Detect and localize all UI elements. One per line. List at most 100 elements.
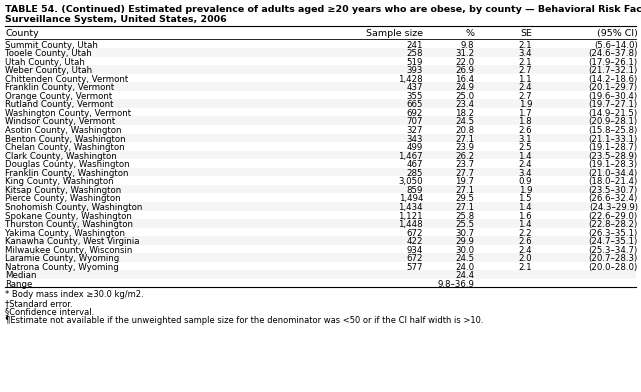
Text: 2.6: 2.6 — [519, 126, 532, 135]
Text: Range: Range — [5, 280, 33, 289]
Text: 1.4: 1.4 — [519, 203, 532, 212]
Text: 519: 519 — [406, 58, 423, 67]
Bar — [5, 168, 636, 176]
Text: (21.1–33.1): (21.1–33.1) — [588, 134, 638, 143]
Text: 2.1: 2.1 — [519, 40, 532, 49]
Text: 672: 672 — [406, 254, 423, 263]
Text: 25.0: 25.0 — [455, 92, 474, 101]
Bar — [5, 219, 636, 228]
Text: Windsor County, Vermont: Windsor County, Vermont — [5, 118, 115, 127]
Text: Benton County, Washington: Benton County, Washington — [5, 134, 126, 143]
Text: Douglas County, Washington: Douglas County, Washington — [5, 160, 129, 169]
Text: 1.4: 1.4 — [519, 220, 532, 229]
Text: 1,434: 1,434 — [399, 203, 423, 212]
Text: 27.1: 27.1 — [455, 203, 474, 212]
Text: 1.4: 1.4 — [519, 152, 532, 161]
Text: 285: 285 — [406, 169, 423, 178]
Text: 19.7: 19.7 — [455, 177, 474, 186]
Bar — [5, 270, 636, 279]
Text: Summit County, Utah: Summit County, Utah — [5, 40, 98, 49]
Text: 3.1: 3.1 — [519, 134, 532, 143]
Text: 3.4: 3.4 — [519, 169, 532, 178]
Text: 467: 467 — [406, 160, 423, 169]
Text: 3.4: 3.4 — [519, 49, 532, 58]
Text: 258: 258 — [406, 49, 423, 58]
Text: 2.2: 2.2 — [519, 229, 532, 238]
Text: (19.7–27.1): (19.7–27.1) — [588, 100, 638, 109]
Text: 26.2: 26.2 — [455, 152, 474, 161]
Text: 1,494: 1,494 — [399, 194, 423, 203]
Text: (26.3–35.1): (26.3–35.1) — [588, 229, 638, 238]
Text: (20.1–29.7): (20.1–29.7) — [588, 83, 638, 92]
Text: (19.6–30.4): (19.6–30.4) — [588, 92, 638, 101]
Text: Spokane County, Washington: Spokane County, Washington — [5, 212, 132, 221]
Text: 30.0: 30.0 — [455, 246, 474, 255]
Text: (24.7–35.1): (24.7–35.1) — [588, 237, 638, 246]
Text: 934: 934 — [406, 246, 423, 255]
Text: (23.5–30.7): (23.5–30.7) — [588, 186, 638, 195]
Text: 577: 577 — [406, 263, 423, 272]
Text: Tooele County, Utah: Tooele County, Utah — [5, 49, 92, 58]
Text: Surveillance System, United States, 2006: Surveillance System, United States, 2006 — [5, 15, 227, 24]
Text: (20.0–28.0): (20.0–28.0) — [588, 263, 638, 272]
Text: 672: 672 — [406, 229, 423, 238]
Text: (14.9–21.5): (14.9–21.5) — [588, 109, 638, 118]
Bar — [5, 134, 636, 142]
Text: Thurston County, Washington: Thurston County, Washington — [5, 220, 133, 229]
Text: (23.5–28.9): (23.5–28.9) — [588, 152, 638, 161]
Text: 27.7: 27.7 — [455, 169, 474, 178]
Text: Yakima County, Washington: Yakima County, Washington — [5, 229, 125, 238]
Text: Rutland County, Vermont: Rutland County, Vermont — [5, 100, 113, 109]
Text: 31.2: 31.2 — [455, 49, 474, 58]
Text: 1.7: 1.7 — [519, 109, 532, 118]
Text: (21.7–32.1): (21.7–32.1) — [588, 66, 638, 75]
Text: 24.5: 24.5 — [455, 118, 474, 127]
Text: Franklin County, Washington: Franklin County, Washington — [5, 169, 129, 178]
Text: (24.6–37.8): (24.6–37.8) — [588, 49, 638, 58]
Text: 1,467: 1,467 — [399, 152, 423, 161]
Text: (14.2–18.6): (14.2–18.6) — [588, 75, 638, 84]
Text: †Standard error.: †Standard error. — [5, 299, 72, 308]
Text: Asotin County, Washington: Asotin County, Washington — [5, 126, 122, 135]
Text: Weber County, Utah: Weber County, Utah — [5, 66, 92, 75]
Text: Sample size: Sample size — [366, 29, 423, 38]
Text: §Confidence interval.: §Confidence interval. — [5, 307, 94, 316]
Text: 692: 692 — [406, 109, 423, 118]
Text: Washington County, Vermont: Washington County, Vermont — [5, 109, 131, 118]
Text: 1.9: 1.9 — [519, 100, 532, 109]
Text: 327: 327 — [406, 126, 423, 135]
Text: 1.8: 1.8 — [519, 118, 532, 127]
Text: 25.8: 25.8 — [455, 212, 474, 221]
Text: 393: 393 — [406, 66, 423, 75]
Bar — [5, 253, 636, 262]
Text: 26.9: 26.9 — [455, 66, 474, 75]
Text: Median: Median — [5, 271, 37, 280]
Text: 1.1: 1.1 — [519, 75, 532, 84]
Text: (95% CI): (95% CI) — [597, 29, 638, 38]
Text: %: % — [465, 29, 474, 38]
Text: (19.1–28.3): (19.1–28.3) — [588, 160, 638, 169]
Text: 27.1: 27.1 — [455, 134, 474, 143]
Text: Clark County, Washington: Clark County, Washington — [5, 152, 117, 161]
Text: (19.1–28.7): (19.1–28.7) — [588, 143, 638, 152]
Text: (15.8–25.8): (15.8–25.8) — [588, 126, 638, 135]
Text: 437: 437 — [406, 83, 423, 92]
Text: Orange County, Vermont: Orange County, Vermont — [5, 92, 112, 101]
Text: 2.4: 2.4 — [519, 246, 532, 255]
Text: 1,448: 1,448 — [399, 220, 423, 229]
Text: Pierce County, Washington: Pierce County, Washington — [5, 194, 121, 203]
Bar — [5, 236, 636, 245]
Text: 29.5: 29.5 — [455, 194, 474, 203]
Text: 2.4: 2.4 — [519, 160, 532, 169]
Text: Milwaukee County, Wisconsin: Milwaukee County, Wisconsin — [5, 246, 133, 255]
Bar — [5, 48, 636, 56]
Text: 355: 355 — [406, 92, 423, 101]
Text: 25.5: 25.5 — [455, 220, 474, 229]
Text: (26.6–32.4): (26.6–32.4) — [588, 194, 638, 203]
Text: * Body mass index ≥30.0 kg/m2.: * Body mass index ≥30.0 kg/m2. — [5, 290, 144, 299]
Bar — [5, 82, 636, 91]
Text: Franklin County, Vermont: Franklin County, Vermont — [5, 83, 114, 92]
Text: 24.4: 24.4 — [455, 271, 474, 280]
Text: Natrona County, Wyoming: Natrona County, Wyoming — [5, 263, 119, 272]
Bar — [5, 99, 636, 108]
